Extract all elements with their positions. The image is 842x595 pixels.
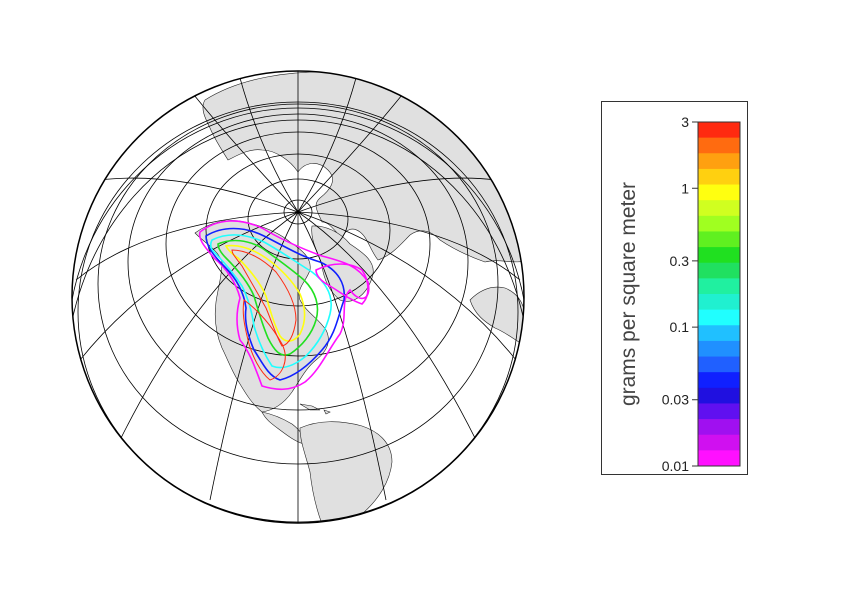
colorbar-band [698, 153, 740, 170]
colorbar-band [698, 168, 740, 186]
contour-0.1 [209, 234, 332, 369]
colorbar-tick-label: 3 [681, 114, 689, 130]
contour-0.01 [198, 220, 370, 391]
colorbar-band [698, 325, 740, 342]
colorbar-tick-label: 1 [681, 180, 689, 196]
colorbar-band [698, 294, 740, 311]
land-europe-africa [469, 286, 524, 346]
colorbar-band [698, 309, 740, 326]
contour-3-south [242, 299, 286, 381]
colorbar-band [698, 184, 740, 201]
colorbar-band [698, 403, 740, 420]
colorbar-band [698, 137, 740, 154]
colorbar-tick-label: 0.3 [670, 253, 690, 269]
deposition-contours [198, 220, 370, 391]
graticule [72, 71, 524, 523]
colorbar: 3 1 0.3 0.1 0.03 0.01 grams per square meter [617, 114, 741, 474]
legend-unit-label: grams per square meter [617, 182, 640, 406]
contour-0.3 [217, 239, 319, 356]
colorbar-band [698, 200, 740, 217]
colorbar-band [698, 372, 740, 389]
colorbar-band [698, 340, 740, 358]
colorbar-band [698, 122, 740, 139]
colorbar-band [698, 215, 740, 232]
colorbar-band [698, 278, 740, 295]
legend: 3 1 0.3 0.1 0.03 0.01 grams per square meter [601, 101, 748, 475]
colorbar-band [698, 356, 740, 373]
colorbar-tick-label: 0.03 [662, 392, 689, 408]
globe-outline [71, 70, 525, 524]
contour-1 [224, 244, 306, 342]
colorbar-tick-label: 0.01 [662, 458, 689, 474]
colorbar-band [698, 387, 740, 404]
colorbar-band [698, 262, 740, 279]
contour-0.03 [205, 227, 346, 381]
contour-0.01-east [315, 263, 369, 305]
colorbar-band [698, 231, 740, 248]
colorbar-band [698, 419, 740, 436]
colorbar-tick-label: 0.1 [670, 319, 690, 335]
colorbar-band [698, 450, 740, 467]
globe-map [71, 70, 525, 524]
colorbar-bands [698, 122, 740, 467]
colorbar-ticks: 3 1 0.3 0.1 0.03 0.01 [662, 114, 698, 474]
colorbar-band [698, 247, 740, 264]
colorbar-band [698, 434, 740, 451]
contour-3 [231, 249, 297, 347]
colorbar-frame [697, 121, 741, 467]
